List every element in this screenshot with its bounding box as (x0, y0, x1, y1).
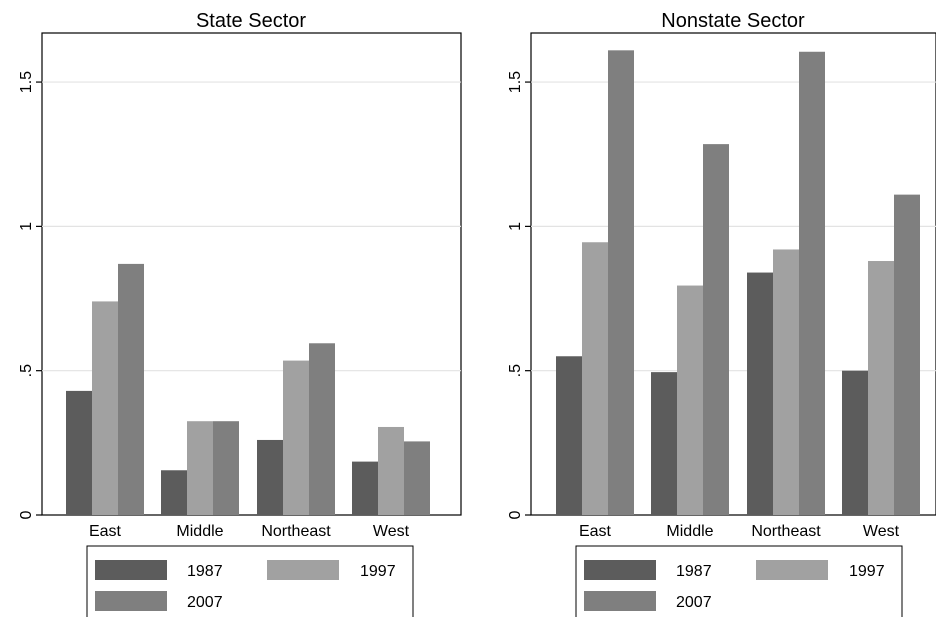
x-category-label: West (863, 523, 900, 540)
chart-title: Nonstate Sector (661, 10, 805, 32)
legend-label: 1987 (676, 563, 712, 580)
bar-1997-northeast (283, 361, 309, 515)
bar-1987-west (842, 371, 868, 515)
y-tick-label: 1.5 (507, 71, 524, 93)
bar-1997-west (868, 261, 894, 515)
bar-1997-east (92, 301, 118, 515)
legend-swatch-1987 (584, 560, 656, 580)
bar-2007-west (894, 195, 920, 515)
legend-label: 1997 (360, 563, 396, 580)
x-category-label: Middle (176, 523, 223, 540)
chart-panel-2: Nonstate Sector 0 .5 1 1.5 East Middle Northeas… (507, 10, 936, 617)
bar-2007-middle (213, 421, 239, 515)
bar-1987-middle (651, 372, 677, 515)
legend-label: 1987 (187, 563, 223, 580)
legend-swatch-1987 (95, 560, 167, 580)
legend-label: 2007 (187, 594, 223, 611)
legend-swatch-1997 (756, 560, 828, 580)
bar-1997-middle (677, 286, 703, 515)
x-category-label: East (579, 523, 612, 540)
legend-swatch-1997 (267, 560, 339, 580)
bar-1997-northeast (773, 249, 799, 515)
bar-1987-northeast (747, 273, 773, 515)
bar-1997-east (582, 242, 608, 515)
bar-2007-east (608, 50, 634, 515)
y-tick-label: 0 (18, 510, 35, 519)
bar-1987-east (66, 391, 92, 515)
bar-2007-east (118, 264, 144, 515)
y-tick-label: .5 (18, 364, 35, 377)
legend: 1987 1997 2007 (87, 546, 413, 617)
legend-label: 1997 (849, 563, 885, 580)
legend-label: 2007 (676, 594, 712, 611)
y-tick-label: 1.5 (18, 71, 35, 93)
legend-swatch-2007 (95, 591, 167, 611)
bar-1987-northeast (257, 440, 283, 515)
x-category-label: Middle (666, 523, 713, 540)
x-category-label: West (373, 523, 410, 540)
bar-1987-east (556, 356, 582, 515)
bar-1987-middle (161, 470, 187, 515)
legend: 1987 1997 2007 (576, 546, 902, 617)
y-tick-label: 1 (18, 222, 35, 231)
bar-1997-middle (187, 421, 213, 515)
bar-1987-west (352, 462, 378, 515)
y-tick-label: 1 (507, 222, 524, 231)
x-category-label: East (89, 523, 122, 540)
x-category-label: Northeast (261, 523, 331, 540)
bar-2007-northeast (799, 52, 825, 515)
bar-1997-west (378, 427, 404, 515)
chart-panel-1: State Sector 0 .5 1 1.5 East Middle Northeast We… (18, 10, 461, 617)
bar-2007-middle (703, 144, 729, 515)
bar-2007-northeast (309, 343, 335, 515)
x-category-label: Northeast (751, 523, 821, 540)
y-tick-label: .5 (507, 364, 524, 377)
y-tick-label: 0 (507, 510, 524, 519)
legend-swatch-2007 (584, 591, 656, 611)
chart-title: State Sector (196, 10, 306, 32)
bar-2007-west (404, 441, 430, 515)
